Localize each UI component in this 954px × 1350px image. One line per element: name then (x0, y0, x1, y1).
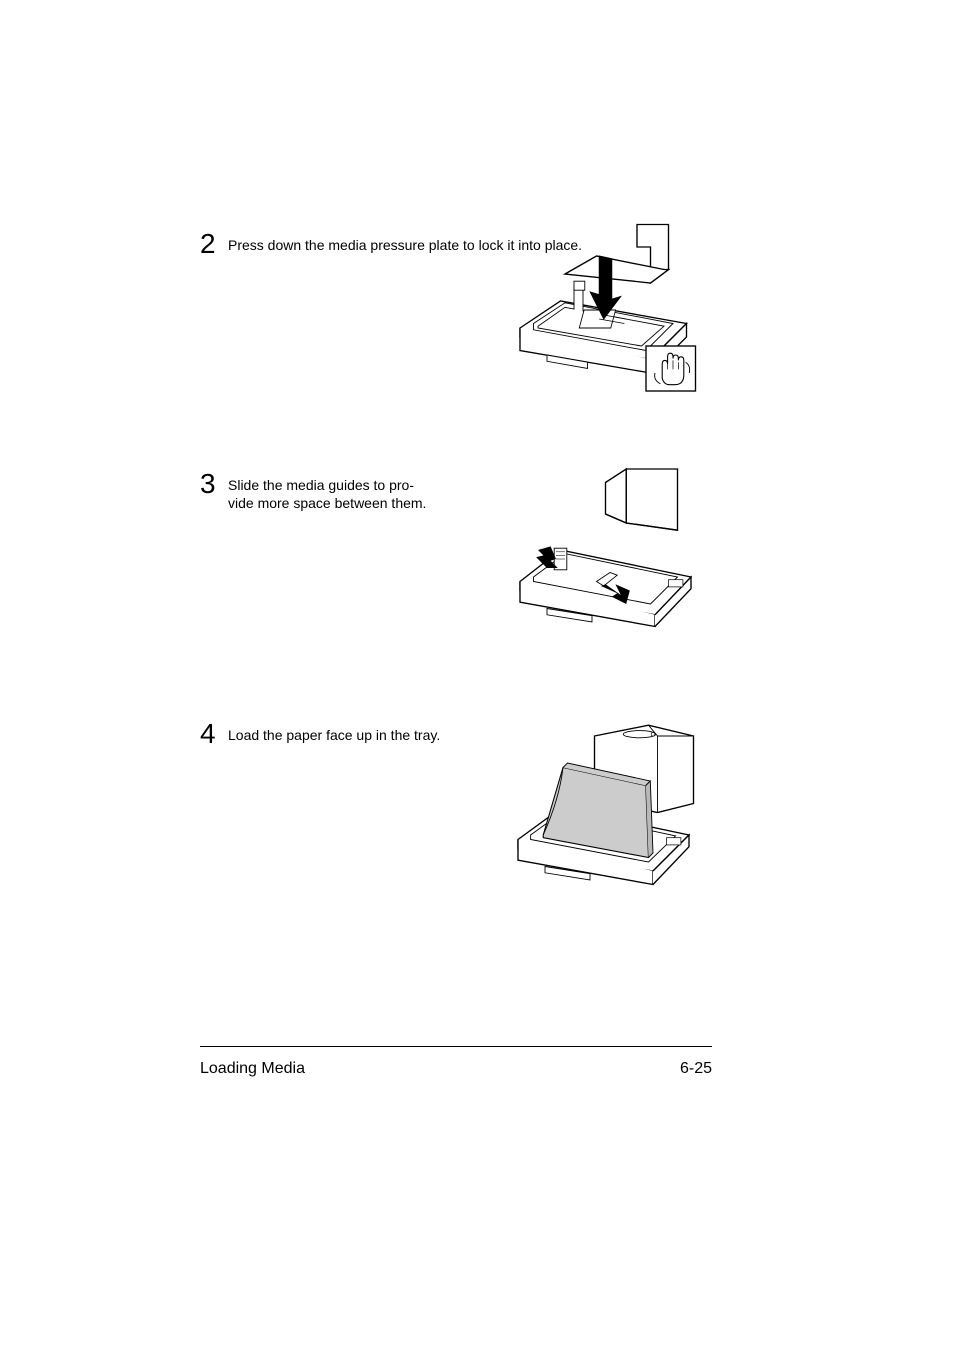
figure-step-3 (500, 460, 720, 640)
figure-step-2 (500, 220, 720, 400)
step-number: 4 (200, 720, 228, 748)
footer-page-number: 6-25 (680, 1060, 712, 1078)
figure-step-4 (498, 718, 718, 898)
step-number: 3 (200, 470, 228, 498)
footer-divider (200, 1046, 712, 1047)
step-number: 2 (200, 230, 228, 258)
footer-section-title: Loading Media (200, 1060, 305, 1078)
